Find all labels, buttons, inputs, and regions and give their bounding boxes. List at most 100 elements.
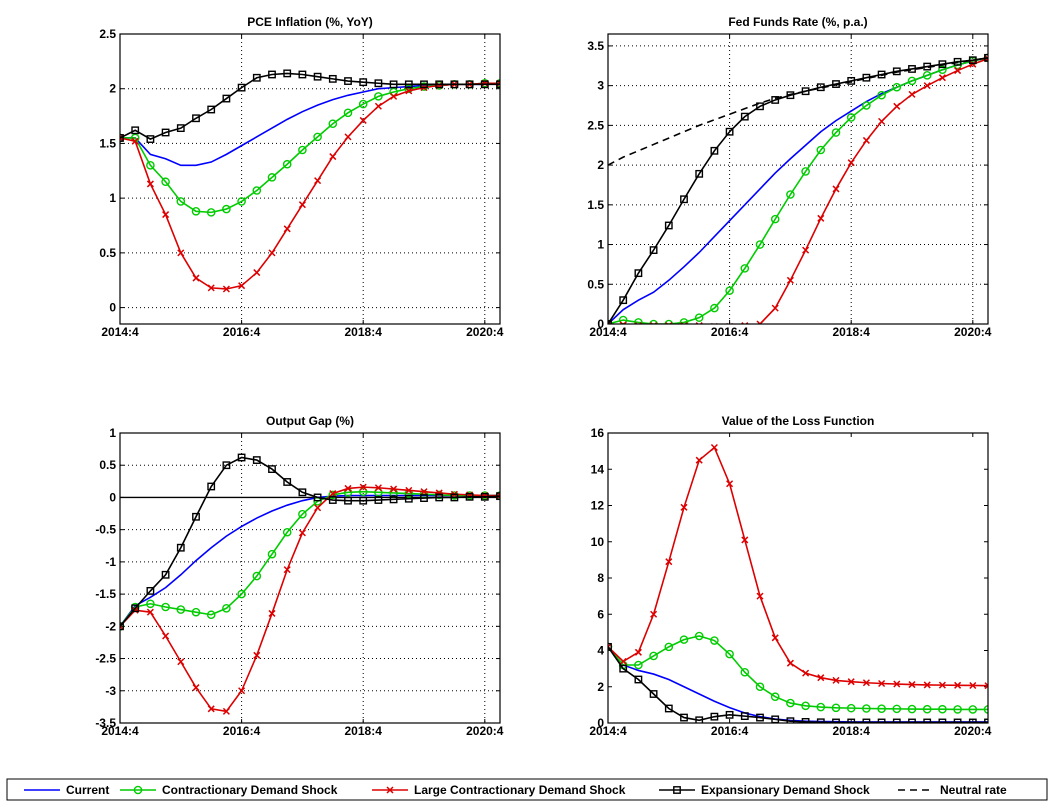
data-point-large_contractionary xyxy=(238,282,246,290)
data-point-large_contractionary xyxy=(680,503,688,511)
data-point-expansionary xyxy=(786,717,795,723)
data-point-contractionary xyxy=(298,509,307,519)
series-line-contractionary xyxy=(608,635,988,711)
data-point-large_contractionary xyxy=(938,74,946,82)
data-point-large_contractionary xyxy=(771,634,779,642)
axes-frame xyxy=(607,432,989,724)
data-point-contractionary xyxy=(176,605,186,614)
data-point-large_contractionary xyxy=(756,592,764,600)
data-point-expansionary xyxy=(313,72,322,81)
y-tick-label: 0.5 xyxy=(587,277,604,291)
data-point-contractionary xyxy=(161,177,170,187)
y-tick-label: 1 xyxy=(109,426,116,440)
data-point-expansionary xyxy=(146,586,155,595)
data-point-large_contractionary xyxy=(359,483,367,491)
data-point-contractionary xyxy=(222,204,231,214)
data-point-large_contractionary xyxy=(405,486,413,494)
legend-label: Expansionary Demand Shock xyxy=(701,783,870,797)
legend-item-large_contractionary: Large Contractionary Demand Shock xyxy=(372,783,626,797)
x-tick-label: 2020:4 xyxy=(954,724,992,738)
data-point-contractionary xyxy=(282,527,292,537)
data-point-large_contractionary xyxy=(253,651,261,659)
data-point-contractionary xyxy=(679,318,689,324)
data-point-large_contractionary xyxy=(832,676,840,684)
data-point-large_contractionary xyxy=(298,201,306,209)
data-point-contractionary xyxy=(191,206,201,216)
data-point-contractionary xyxy=(907,76,917,86)
data-point-contractionary xyxy=(313,132,322,142)
data-point-large_contractionary xyxy=(938,681,946,689)
legend-box xyxy=(6,778,1048,801)
data-point-contractionary xyxy=(298,145,307,155)
data-point-contractionary xyxy=(907,704,917,714)
data-point-large_contractionary xyxy=(192,684,200,692)
data-point-expansionary xyxy=(480,492,489,501)
data-point-expansionary xyxy=(450,493,459,502)
series-line-large_contractionary xyxy=(608,57,988,324)
data-point-contractionary xyxy=(816,702,826,712)
data-point-large_contractionary xyxy=(192,274,200,282)
y-tick-label: 10 xyxy=(591,535,605,549)
data-point-large_contractionary xyxy=(146,608,154,616)
axes-frame xyxy=(119,432,501,724)
data-point-large_contractionary xyxy=(817,214,825,222)
data-point-expansionary xyxy=(146,135,155,143)
data-point-large_contractionary xyxy=(650,610,658,618)
data-point-large_contractionary xyxy=(726,480,734,488)
data-point-contractionary xyxy=(358,99,368,109)
x-tick-label: 2014:4 xyxy=(589,724,627,738)
data-area xyxy=(608,53,988,324)
y-tick-label: 14 xyxy=(591,462,605,476)
data-point-large_contractionary xyxy=(359,116,367,124)
y-tick-label: 1 xyxy=(597,238,604,252)
data-point-large_contractionary xyxy=(146,180,154,188)
data-point-large_contractionary xyxy=(878,117,886,125)
y-tick-label: 1 xyxy=(109,191,116,205)
x-tick-label: 2014:4 xyxy=(589,325,627,339)
y-tick-label: 16 xyxy=(591,426,605,440)
data-point-expansionary xyxy=(634,675,643,684)
y-tick-label: 2 xyxy=(109,82,116,96)
data-point-contractionary xyxy=(862,704,871,713)
data-point-expansionary xyxy=(664,704,673,713)
data-point-contractionary xyxy=(846,703,856,713)
data-point-contractionary xyxy=(328,490,338,500)
data-point-expansionary xyxy=(725,127,734,136)
data-point-expansionary xyxy=(816,718,825,723)
y-tick-label: -0.5 xyxy=(95,523,116,537)
data-point-large_contractionary xyxy=(390,485,398,493)
y-tick-label: -1 xyxy=(105,555,116,569)
data-point-contractionary xyxy=(801,701,810,711)
series-line-expansionary xyxy=(120,456,500,627)
data-point-expansionary xyxy=(740,712,749,721)
data-point-large_contractionary xyxy=(329,153,337,161)
data-point-contractionary xyxy=(222,603,231,613)
data-point-expansionary xyxy=(649,690,658,698)
axes-frame xyxy=(607,33,989,325)
x-tick-label: 2014:4 xyxy=(101,724,139,738)
data-point-expansionary xyxy=(207,105,216,114)
data-point-contractionary xyxy=(770,692,780,702)
data-point-large_contractionary xyxy=(177,658,185,666)
data-point-large_contractionary xyxy=(374,102,382,110)
data-point-large_contractionary xyxy=(222,285,230,293)
y-tick-label: 1.5 xyxy=(587,198,604,212)
data-point-expansionary xyxy=(953,57,962,66)
y-tick-label: -3.5 xyxy=(95,716,116,730)
data-point-large_contractionary xyxy=(832,185,840,193)
data-point-expansionary xyxy=(176,543,185,552)
data-point-contractionary xyxy=(146,599,155,609)
data-point-contractionary xyxy=(877,704,886,713)
x-tick-label: 2016:4 xyxy=(711,325,749,339)
series-line-contractionary xyxy=(120,490,500,627)
x-tick-label: 2016:4 xyxy=(223,724,261,738)
data-point-large_contractionary xyxy=(253,269,261,277)
data-point-large_contractionary xyxy=(908,90,916,98)
data-point-large_contractionary xyxy=(954,681,962,689)
data-point-large_contractionary xyxy=(177,249,185,257)
data-point-expansionary xyxy=(268,465,276,473)
data-point-large_contractionary xyxy=(405,87,413,95)
axes-frame xyxy=(119,33,501,325)
data-point-expansionary xyxy=(222,461,231,470)
data-point-expansionary xyxy=(608,642,612,651)
